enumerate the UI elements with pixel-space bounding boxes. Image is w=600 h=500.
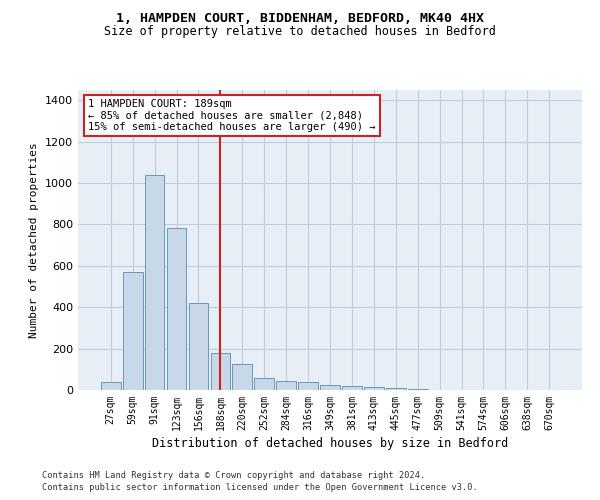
Bar: [101, 382, 121, 390]
Y-axis label: Number of detached properties: Number of detached properties: [29, 142, 40, 338]
Bar: [342, 386, 362, 390]
Text: Contains public sector information licensed under the Open Government Licence v3: Contains public sector information licen…: [42, 483, 478, 492]
Bar: [298, 382, 318, 390]
Bar: [167, 228, 187, 390]
Bar: [188, 303, 208, 390]
Bar: [320, 385, 340, 390]
Bar: [386, 388, 406, 390]
Bar: [211, 353, 230, 390]
Bar: [254, 378, 274, 390]
X-axis label: Distribution of detached houses by size in Bedford: Distribution of detached houses by size …: [152, 437, 508, 450]
Text: 1, HAMPDEN COURT, BIDDENHAM, BEDFORD, MK40 4HX: 1, HAMPDEN COURT, BIDDENHAM, BEDFORD, MK…: [116, 12, 484, 26]
Bar: [123, 272, 143, 390]
Text: Size of property relative to detached houses in Bedford: Size of property relative to detached ho…: [104, 25, 496, 38]
Text: 1 HAMPDEN COURT: 189sqm
← 85% of detached houses are smaller (2,848)
15% of semi: 1 HAMPDEN COURT: 189sqm ← 85% of detache…: [88, 99, 376, 132]
Bar: [276, 380, 296, 390]
Bar: [364, 387, 384, 390]
Bar: [408, 389, 428, 390]
Bar: [145, 175, 164, 390]
Bar: [232, 364, 252, 390]
Text: Contains HM Land Registry data © Crown copyright and database right 2024.: Contains HM Land Registry data © Crown c…: [42, 470, 425, 480]
